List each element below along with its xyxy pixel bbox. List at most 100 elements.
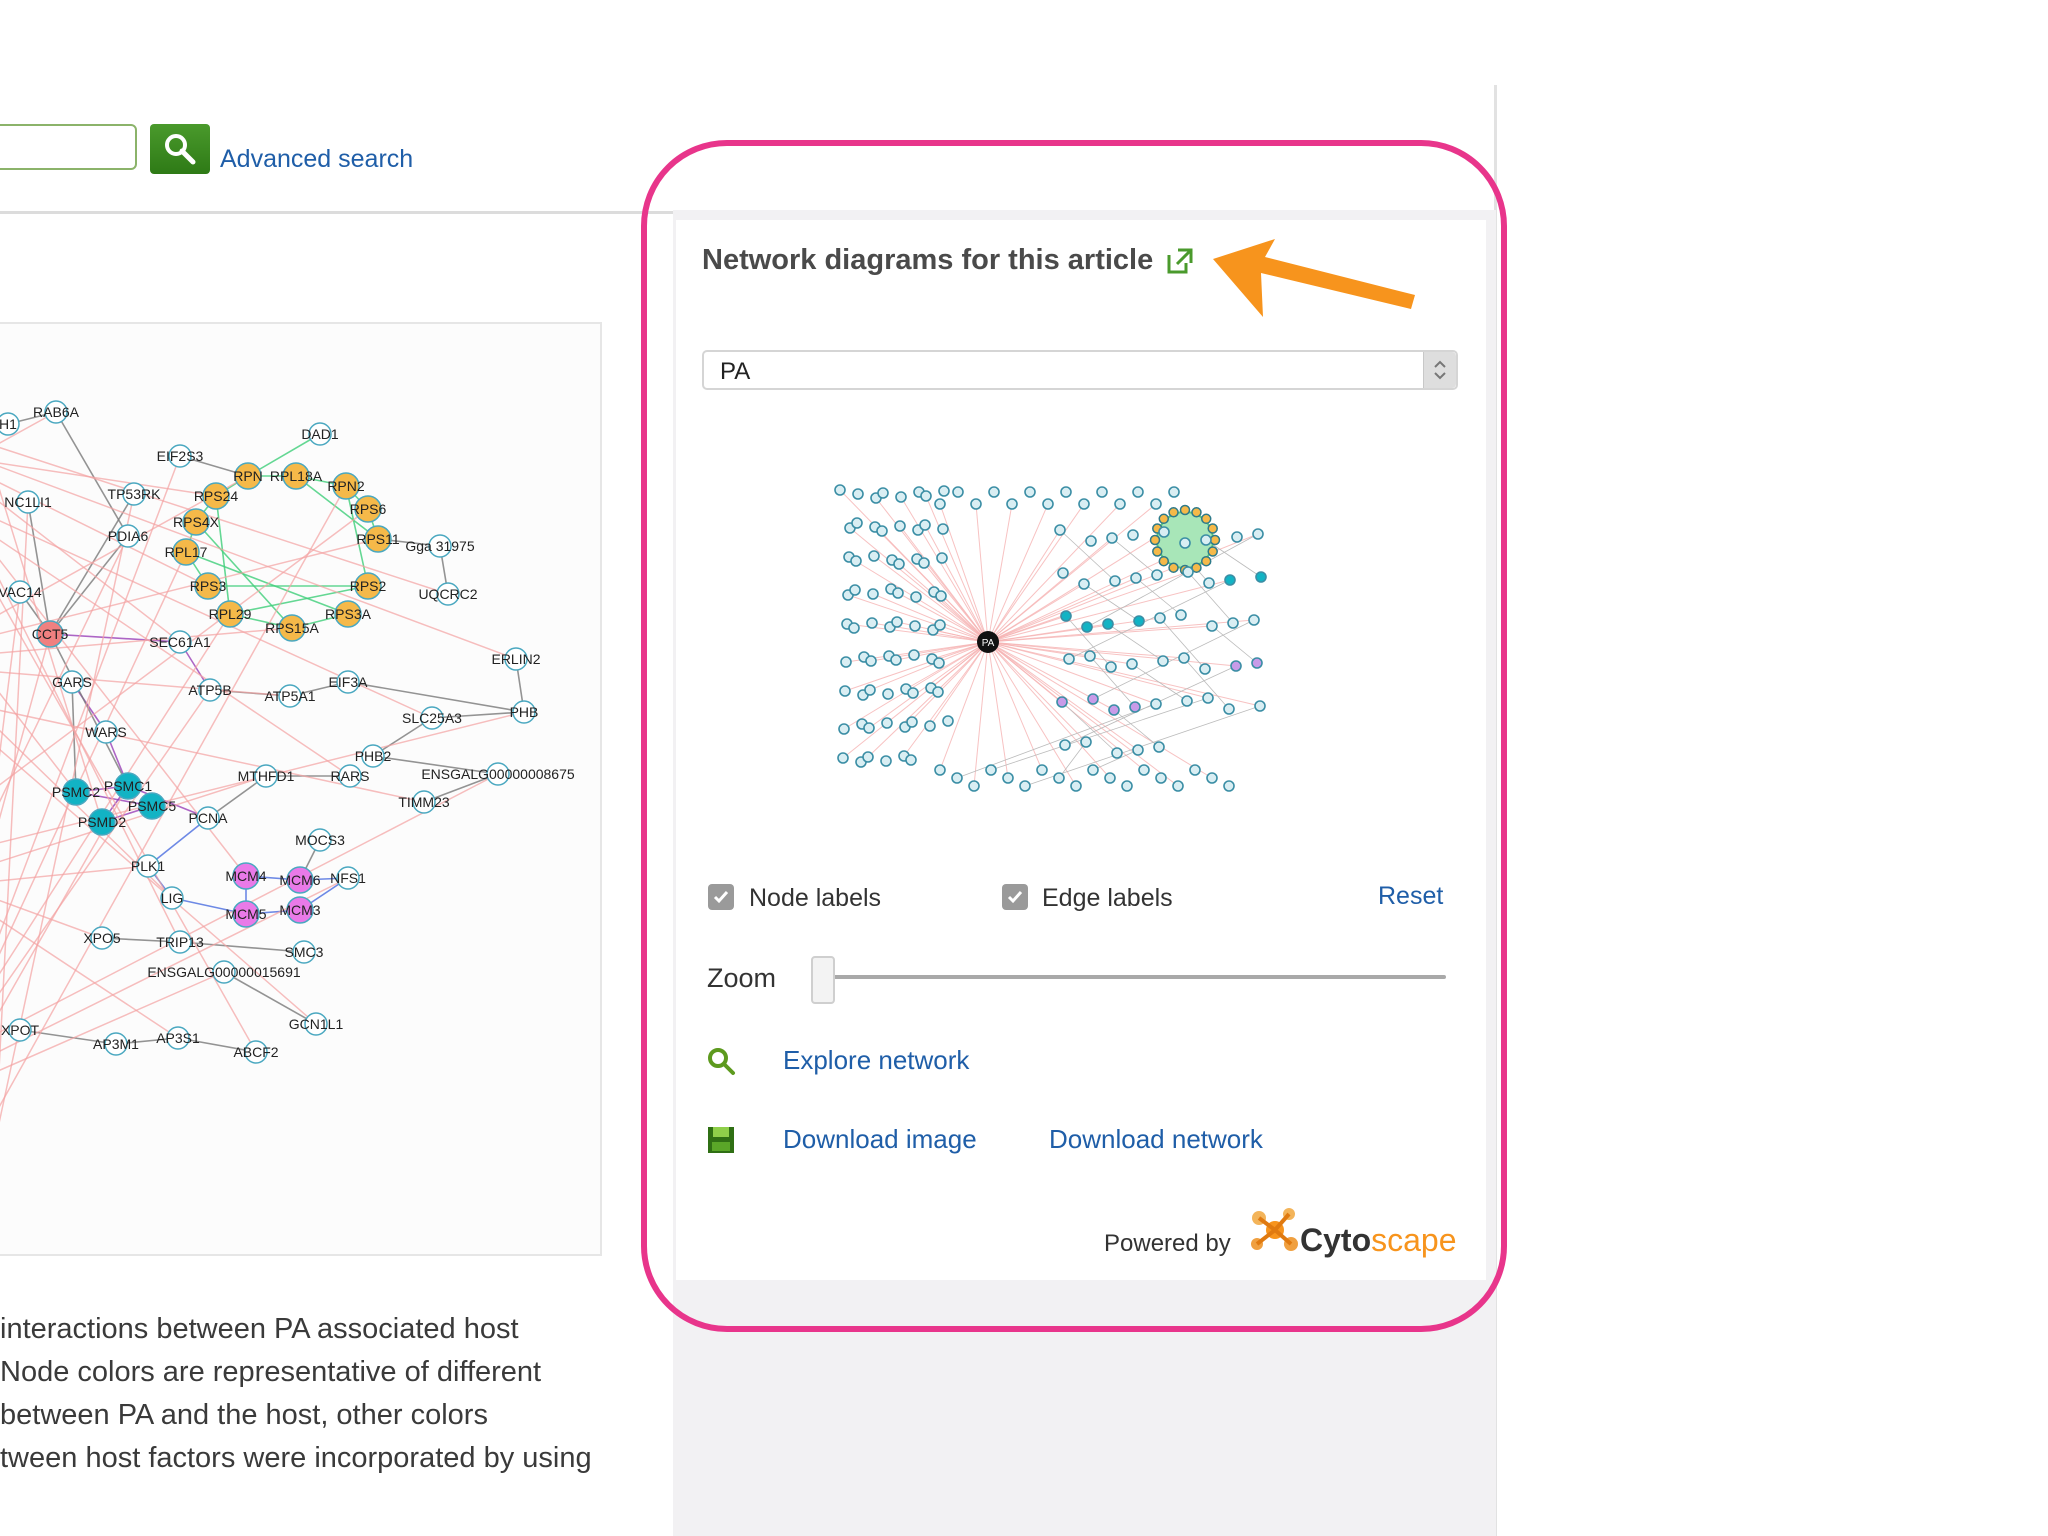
network-node xyxy=(1224,574,1236,586)
figure-node[interactable] xyxy=(114,772,142,800)
figure-node[interactable] xyxy=(94,720,118,744)
figure-node[interactable] xyxy=(160,886,184,910)
figure-node[interactable] xyxy=(0,412,20,436)
figure-node[interactable] xyxy=(116,524,140,548)
figure-node[interactable] xyxy=(286,866,314,894)
explore-network-link[interactable]: Explore network xyxy=(783,1045,970,1075)
figure-node[interactable] xyxy=(334,600,362,628)
figure-node[interactable] xyxy=(282,462,310,490)
figure-node[interactable] xyxy=(36,620,64,648)
download-image-link[interactable]: Download image xyxy=(783,1124,977,1154)
figure-node[interactable] xyxy=(90,926,114,950)
figure-node[interactable] xyxy=(244,1040,268,1064)
figure-node[interactable] xyxy=(212,960,236,984)
network-edge xyxy=(869,641,989,691)
figure-node[interactable] xyxy=(8,1018,32,1042)
figure-node[interactable] xyxy=(278,614,306,642)
download-network-link[interactable]: Download network xyxy=(1049,1124,1263,1154)
figure-node[interactable] xyxy=(232,862,260,890)
figure-node[interactable] xyxy=(138,792,166,820)
network-edge xyxy=(867,641,989,758)
search-input[interactable] xyxy=(0,124,137,170)
figure-node[interactable] xyxy=(62,778,90,806)
network-node xyxy=(840,656,852,668)
network-node xyxy=(1006,498,1018,510)
figure-node[interactable] xyxy=(436,582,460,606)
figure-node[interactable] xyxy=(361,744,385,768)
edge-labels-checkbox[interactable] xyxy=(1002,884,1028,910)
figure-node[interactable] xyxy=(364,525,392,553)
figure-node[interactable] xyxy=(44,400,68,424)
figure-node[interactable] xyxy=(336,670,360,694)
figure-node[interactable] xyxy=(168,630,192,654)
network-preview[interactable]: PA xyxy=(820,470,1340,810)
figure-node-label: CCT5 xyxy=(32,626,69,642)
network-node xyxy=(942,715,954,727)
figure-edge xyxy=(0,633,51,820)
figure-node-label: TRIP13 xyxy=(156,934,204,950)
figure-node[interactable] xyxy=(308,828,332,852)
figure-node[interactable] xyxy=(122,482,146,506)
network-node xyxy=(1209,534,1221,546)
figure-node[interactable] xyxy=(168,444,192,468)
figure-node[interactable] xyxy=(202,482,230,510)
figure-node[interactable] xyxy=(504,647,528,671)
figure-node[interactable] xyxy=(8,580,32,604)
figure-node[interactable] xyxy=(286,896,314,924)
figure-node[interactable] xyxy=(278,684,302,708)
external-link-icon[interactable] xyxy=(1165,246,1195,276)
figure-node[interactable] xyxy=(412,790,436,814)
figure-node[interactable] xyxy=(196,806,220,830)
figure-node[interactable] xyxy=(428,534,452,558)
cytoscape-wordmark[interactable]: Cytoscape xyxy=(1300,1222,1457,1259)
figure-node[interactable] xyxy=(354,495,382,523)
network-node xyxy=(1255,571,1267,583)
network-node xyxy=(1153,741,1165,753)
network-node xyxy=(1150,498,1162,510)
figure-edge xyxy=(0,455,181,935)
network-node xyxy=(1059,739,1071,751)
reset-link[interactable]: Reset xyxy=(1378,882,1444,910)
figure-node[interactable] xyxy=(354,572,382,600)
figure-edge xyxy=(0,613,231,975)
figure-node[interactable] xyxy=(512,700,536,724)
figure-node[interactable] xyxy=(166,1026,190,1050)
figure-edge xyxy=(0,535,129,803)
figure-node[interactable] xyxy=(104,1032,128,1056)
zoom-slider-track[interactable] xyxy=(820,975,1446,979)
advanced-search-link[interactable]: Advanced search xyxy=(220,145,414,173)
figure-node[interactable] xyxy=(60,670,84,694)
network-select[interactable]: PA xyxy=(702,350,1458,390)
figure-node[interactable] xyxy=(234,462,262,490)
figure-node[interactable] xyxy=(136,854,160,878)
figure-node[interactable] xyxy=(216,600,244,628)
figure-node[interactable] xyxy=(304,1012,328,1036)
figure-node-label: RPS3A xyxy=(325,606,372,622)
node-labels-checkbox[interactable] xyxy=(708,884,734,910)
figure-node[interactable] xyxy=(338,764,362,788)
figure-node[interactable] xyxy=(420,706,444,730)
figure-node[interactable] xyxy=(332,472,360,500)
figure-node[interactable] xyxy=(168,930,192,954)
figure-edge xyxy=(101,937,181,943)
figure-node[interactable] xyxy=(194,572,222,600)
figure-node-label: MTHFD1 xyxy=(238,768,295,784)
network-edge xyxy=(987,641,1111,779)
figure-node[interactable] xyxy=(254,764,278,788)
network-node xyxy=(1105,661,1117,673)
network-edge xyxy=(898,563,989,643)
figure-node[interactable] xyxy=(182,508,210,536)
zoom-slider-handle[interactable] xyxy=(811,956,835,1004)
figure-node[interactable] xyxy=(336,866,360,890)
search-button[interactable] xyxy=(150,124,210,174)
figure-node[interactable] xyxy=(308,422,332,446)
figure-node[interactable] xyxy=(88,808,116,836)
figure-node[interactable] xyxy=(172,538,200,566)
network-node xyxy=(1132,744,1144,756)
figure-node[interactable] xyxy=(16,490,40,514)
figure-node[interactable] xyxy=(198,678,222,702)
figure-node[interactable] xyxy=(486,762,510,786)
figure-node[interactable] xyxy=(292,940,316,964)
figure-node[interactable] xyxy=(232,900,260,928)
